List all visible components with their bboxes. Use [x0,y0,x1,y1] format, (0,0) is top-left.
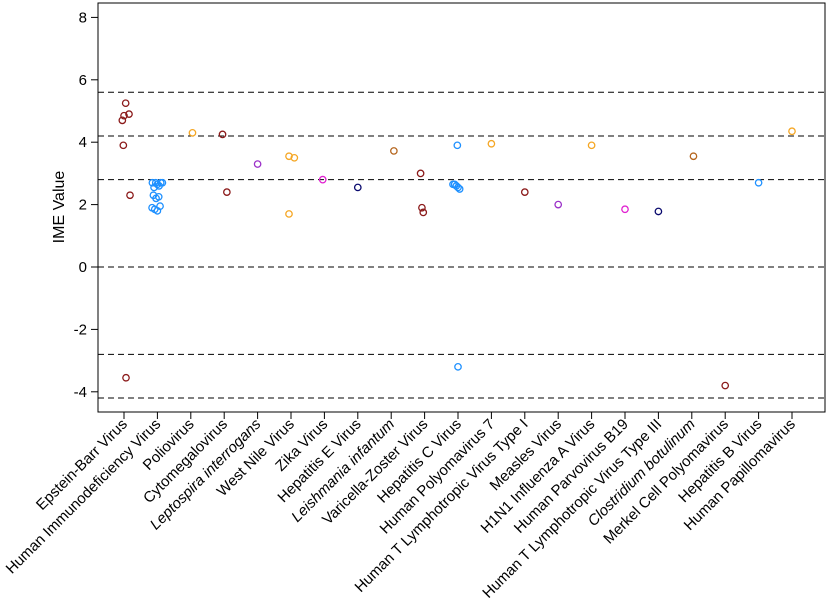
data-point [218,130,227,139]
data-point [285,152,293,161]
data-point [455,185,464,193]
data-point [285,210,293,218]
data-point [119,141,128,150]
data-point [621,205,629,214]
y-tick-label: 2 [79,197,87,214]
y-axis: -4 -2 0 2 4 6 8 [74,9,98,401]
data-point [487,139,496,148]
x-tick-label: Human Immunodeficiency Virus [3,416,165,578]
y-tick-label: 6 [79,72,87,89]
data-point [721,381,730,390]
data-point [156,202,164,211]
data-point [788,127,796,136]
data-point [158,178,167,187]
data-point [126,191,134,200]
y-tick-label: -4 [74,384,87,401]
y-tick-label: 0 [79,259,87,276]
data-point [754,178,763,187]
y-tick-label: 4 [79,134,87,151]
data-point [453,141,462,150]
reference-lines [98,91,825,399]
data-point [390,147,398,155]
data-points [118,99,796,390]
data-point [188,128,197,137]
y-tick-label: -2 [74,321,87,338]
data-point [520,188,529,196]
data-point [121,99,130,108]
y-tick-label: 8 [79,9,87,26]
data-point [223,188,231,196]
data-point [418,203,426,212]
data-point [318,175,327,184]
data-point [353,183,362,192]
data-point [154,192,163,201]
data-point [554,200,563,209]
data-point [253,160,262,168]
plot-frame [97,2,826,413]
data-point [120,111,128,120]
data-point [290,153,299,162]
data-point [454,183,462,192]
data-point [587,141,596,150]
data-point [122,373,130,382]
data-point [416,169,425,178]
data-point [419,208,428,217]
data-point [454,362,462,371]
data-point [125,110,133,118]
data-point [654,207,663,216]
y-axis-label: IME Value [51,171,68,244]
data-point [148,178,157,187]
data-point [689,152,698,161]
data-point [118,116,127,125]
